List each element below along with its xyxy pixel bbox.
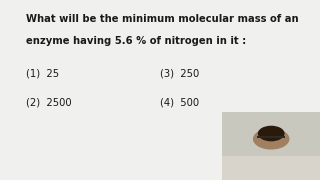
Text: (2)  2500: (2) 2500: [26, 97, 71, 107]
Text: (4)  500: (4) 500: [160, 97, 199, 107]
Text: enzyme having 5.6 % of nitrogen in it :: enzyme having 5.6 % of nitrogen in it :: [26, 36, 246, 46]
Text: (1)  25: (1) 25: [26, 68, 59, 78]
Text: (3)  250: (3) 250: [160, 68, 199, 78]
Bar: [257, 136, 285, 138]
Text: What will be the minimum molecular mass of an: What will be the minimum molecular mass …: [26, 14, 298, 24]
Bar: [222, 112, 320, 180]
Circle shape: [254, 129, 289, 149]
Bar: [222, 156, 320, 180]
Circle shape: [259, 126, 284, 141]
